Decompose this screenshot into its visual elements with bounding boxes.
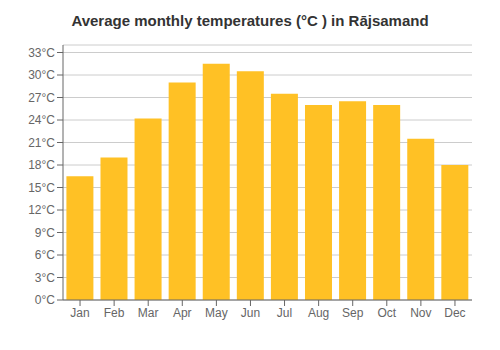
svg-text:May: May — [205, 306, 228, 320]
svg-text:Aug: Aug — [308, 306, 329, 320]
svg-text:30°C: 30°C — [28, 68, 55, 82]
svg-text:24°C: 24°C — [28, 113, 55, 127]
svg-text:Mar: Mar — [138, 306, 159, 320]
svg-text:Nov: Nov — [410, 306, 431, 320]
svg-text:27°C: 27°C — [28, 91, 55, 105]
svg-text:0°C: 0°C — [35, 293, 55, 307]
svg-text:21°C: 21°C — [28, 136, 55, 150]
html-text:Average monthly temperatures (: Average monthly temperatures (°C ) in Rā… — [71, 12, 429, 29]
svg-text:Jan: Jan — [70, 306, 89, 320]
svg-text:Sep: Sep — [342, 306, 364, 320]
svg-text:15°C: 15°C — [28, 181, 55, 195]
svg-text:12°C: 12°C — [28, 203, 55, 217]
svg-text:33°C: 33°C — [28, 46, 55, 60]
svg-text:9°C: 9°C — [35, 226, 55, 240]
svg-text:Dec: Dec — [444, 306, 465, 320]
svg-text:18°C: 18°C — [28, 158, 55, 172]
svg-text:Oct: Oct — [377, 306, 396, 320]
svg-text:Apr: Apr — [173, 306, 192, 320]
svg-text:Feb: Feb — [104, 306, 125, 320]
svg-text:6°C: 6°C — [35, 248, 55, 262]
svg-text:Jul: Jul — [277, 306, 292, 320]
svg-text:Jun: Jun — [241, 306, 260, 320]
svg-text:3°C: 3°C — [35, 271, 55, 285]
